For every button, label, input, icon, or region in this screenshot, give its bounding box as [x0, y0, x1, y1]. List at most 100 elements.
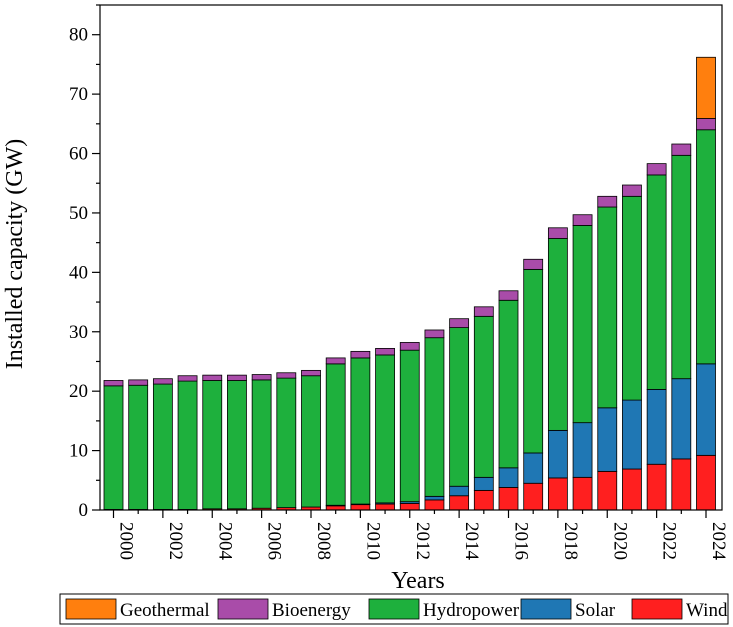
x-tick-label: 2010 [362, 522, 383, 560]
bar-hydropower-2010 [350, 357, 371, 505]
x-axis-title: Years [391, 568, 445, 594]
bar-solar-2014 [449, 485, 470, 497]
bars-layer [103, 56, 716, 511]
bar-hydropower-2018 [547, 238, 568, 431]
bar-wind-2010 [350, 504, 371, 511]
bar-solar-2024 [696, 363, 716, 456]
bar-hydropower-2002 [152, 383, 173, 510]
bar-bioenergy-2014 [449, 318, 470, 329]
bar-solar-2017 [523, 452, 544, 484]
bar-bioenergy-2008 [301, 369, 321, 377]
bar-wind-2014 [449, 495, 470, 511]
bar-bioenergy-2000 [103, 380, 124, 387]
bar-bioenergy-2001 [128, 379, 149, 386]
bar-wind-2009 [325, 505, 346, 511]
bar-wind-2017 [523, 482, 544, 511]
bar-solar-2019 [572, 422, 593, 478]
legend-label-solar: Solar [575, 600, 616, 621]
bar-wind-2015 [473, 489, 494, 511]
bar-hydropower-2023 [671, 154, 692, 380]
bar-solar-2020 [597, 407, 618, 472]
bar-hydropower-2019 [572, 225, 593, 424]
bar-hydropower-2009 [325, 363, 346, 506]
y-axis-title: Installed capacity (GW) [2, 139, 28, 370]
bar-bioenergy-2012 [399, 342, 420, 351]
legend-label-wind: Wind [686, 600, 728, 621]
bar-wind-2011 [375, 503, 395, 511]
bar-wind-2024 [696, 454, 716, 511]
x-tick-label: 2014 [461, 522, 482, 561]
bar-wind-2018 [547, 477, 568, 511]
bar-bioenergy-2024 [696, 118, 716, 131]
bar-hydropower-2004 [202, 380, 223, 510]
bar-bioenergy-2010 [350, 350, 371, 359]
bar-bioenergy-2002 [152, 378, 173, 385]
x-tick-label: 2024 [708, 522, 729, 561]
x-tick-label: 2002 [165, 522, 186, 560]
x-tick-label: 2016 [511, 522, 532, 560]
y-tick-label: 70 [69, 84, 88, 105]
bar-hydropower-2007 [276, 377, 297, 509]
y-tick-label: 30 [69, 322, 88, 343]
bar-solar-2023 [671, 378, 692, 460]
bar-solar-2013 [424, 495, 445, 501]
bar-bioenergy-2005 [227, 374, 247, 381]
bar-hydropower-2006 [251, 379, 272, 509]
plot-frame [99, 4, 723, 511]
bar-bioenergy-2007 [276, 372, 297, 379]
bar-bioenergy-2017 [523, 258, 544, 270]
bar-wind-2022 [646, 463, 667, 511]
legend-label-bioenergy: Bioenergy [272, 600, 351, 621]
bar-hydropower-2001 [128, 384, 149, 510]
bar-bioenergy-2006 [251, 374, 272, 381]
bar-bioenergy-2016 [498, 290, 519, 301]
bar-bioenergy-2003 [177, 375, 198, 382]
y-tick-label: 40 [69, 262, 88, 283]
x-tick-label: 2000 [116, 522, 137, 560]
bar-bioenergy-2013 [424, 329, 445, 339]
x-tick-label: 2012 [412, 522, 433, 560]
bar-bioenergy-2020 [597, 195, 618, 208]
legend-swatch-wind [631, 598, 683, 620]
bar-solar-2021 [622, 399, 642, 470]
legend-swatch-bioenergy [217, 598, 269, 620]
y-tick-label: 20 [69, 381, 88, 402]
bar-bioenergy-2009 [325, 357, 346, 365]
bar-wind-2020 [597, 470, 618, 511]
y-tick-label: 50 [69, 203, 88, 224]
bar-wind-2016 [498, 487, 519, 511]
bar-hydropower-2003 [177, 380, 198, 510]
bar-solar-2015 [473, 476, 494, 491]
bar-bioenergy-2022 [646, 163, 667, 176]
legend-swatch-geothermal [65, 598, 117, 620]
bar-hydropower-2020 [597, 206, 618, 409]
bar-hydropower-2015 [473, 315, 494, 478]
bar-hydropower-2013 [424, 337, 445, 497]
bar-hydropower-2008 [301, 375, 321, 508]
bar-solar-2018 [547, 429, 568, 479]
bar-hydropower-2022 [646, 174, 667, 390]
bar-bioenergy-2021 [622, 184, 642, 197]
y-tick-label: 10 [69, 441, 88, 462]
bar-wind-2013 [424, 499, 445, 511]
bar-bioenergy-2004 [202, 374, 223, 381]
bar-hydropower-2016 [498, 299, 519, 469]
x-tick-label: 2006 [264, 522, 285, 560]
bar-wind-2021 [622, 468, 642, 511]
bar-hydropower-2000 [103, 385, 124, 510]
x-tick-label: 2020 [609, 522, 630, 560]
y-tick-label: 60 [69, 144, 88, 165]
bar-wind-2019 [572, 476, 593, 511]
bar-hydropower-2012 [399, 349, 420, 503]
legend-label-geothermal: Geothermal [120, 600, 210, 621]
bar-bioenergy-2018 [547, 227, 568, 239]
bar-wind-2012 [399, 503, 420, 511]
axes-layer: 0 10 20 30 40 50 60 70 80 2000 2002 2004 2006 2008 201… [69, 4, 729, 561]
bar-solar-2022 [646, 388, 667, 465]
legend-swatch-solar [520, 598, 572, 620]
bar-hydropower-2024 [696, 129, 716, 365]
x-tick-label: 2008 [313, 522, 334, 560]
x-tick-label: 2018 [560, 522, 581, 560]
bar-bioenergy-2019 [572, 214, 593, 226]
